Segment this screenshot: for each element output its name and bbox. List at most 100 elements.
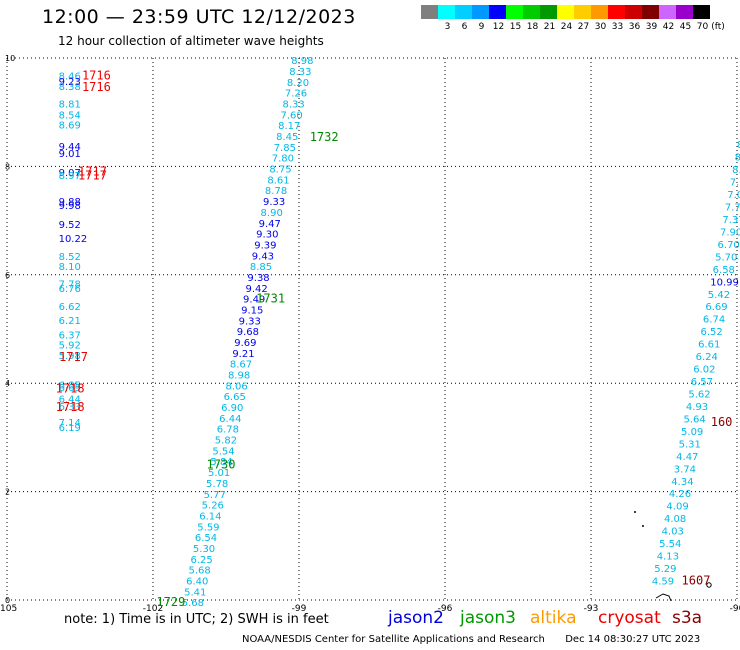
swh-value-label: 6.40 xyxy=(186,576,208,587)
swh-value-label: 7.14 xyxy=(59,418,81,429)
scale-label: 24 xyxy=(560,22,573,32)
swh-value-label: 6.57 xyxy=(691,377,713,388)
swh-value-label: 7.26 xyxy=(285,89,307,100)
scale-label: 36 xyxy=(628,22,641,32)
swh-value-label: 7.80 xyxy=(272,154,294,165)
time-label: 1731 xyxy=(256,292,285,306)
swh-value-label: 4.08 xyxy=(664,514,686,525)
time-label: 1718 xyxy=(56,382,85,396)
swh-value-label: 8.54 xyxy=(59,110,81,121)
swh-value-label: 6.85 xyxy=(59,380,81,391)
swh-value-label: 7.85 xyxy=(274,143,296,154)
swh-value-label: 6.24 xyxy=(696,352,718,363)
swh-value-label: 8.10 xyxy=(59,262,81,273)
swh-value-label: 5.70 xyxy=(715,252,737,263)
swh-value-label: 8.8 xyxy=(732,165,740,176)
swh-value-label: 6.44 xyxy=(219,414,241,425)
swh-value-label: 6.02 xyxy=(693,365,715,376)
swh-value-label: 9.44 xyxy=(59,142,81,153)
swh-value-label: 9.23 xyxy=(59,77,81,88)
swh-value-label: 8.61 xyxy=(267,175,289,186)
scale-label: 6 xyxy=(461,22,468,32)
time-label: 1607 xyxy=(682,573,711,587)
swh-value-label: 9.68 xyxy=(237,327,259,338)
swh-value-label: 8.85 xyxy=(250,262,272,273)
swh-value-label: 6.14 xyxy=(199,511,221,522)
swh-value-label: 5.77 xyxy=(204,490,226,501)
swh-value-label: 7.37 xyxy=(722,215,740,226)
swh-value-label: 8.20 xyxy=(287,78,309,89)
swh-value-label: 5.59 xyxy=(197,522,219,533)
scale-swatch xyxy=(693,5,710,19)
swh-value-label: 9.88 xyxy=(59,197,81,208)
island-mark xyxy=(634,511,636,513)
time-label: 1730 xyxy=(207,457,236,471)
swh-value-label: 5.78 xyxy=(206,479,228,490)
scale-swatch xyxy=(489,5,506,19)
swh-value-label: 6.76 xyxy=(59,284,81,295)
scale-label: 42 xyxy=(662,22,675,32)
time-label: 1732 xyxy=(310,130,339,144)
scale-swatch xyxy=(642,5,659,19)
swh-value-label: 6.65 xyxy=(59,383,81,394)
swh-value-label: 8.75 xyxy=(269,165,291,176)
scale-label: 18 xyxy=(526,22,539,32)
swh-value-label: 8.33 xyxy=(282,100,304,111)
swh-value-label: 8.67 xyxy=(230,360,252,371)
y-tick-label: 10 xyxy=(5,54,15,63)
swh-value-label: 6.65 xyxy=(224,392,246,403)
swh-value-label: 5.09 xyxy=(681,427,703,438)
swh-value-label: 7.2 xyxy=(730,178,740,189)
scale-swatch xyxy=(676,5,693,19)
page-title: 12:00 — 23:59 UTC 12/12/2023 xyxy=(42,6,356,28)
swh-value-label: 4.09 xyxy=(666,502,688,513)
swh-value-label: 5.01 xyxy=(208,468,230,479)
swh-value-label: 5.62 xyxy=(688,389,710,400)
swh-value-label: 6.54 xyxy=(195,533,217,544)
swh-value-label: 6.74 xyxy=(703,315,725,326)
swh-value-label: 5.82 xyxy=(215,436,237,447)
legend-item-jason3: jason3 xyxy=(460,608,516,628)
page-subtitle: 12 hour collection of altimeter wave hei… xyxy=(58,34,324,48)
swh-value-label: 6.70 xyxy=(718,240,740,251)
swh-value-label: 8. xyxy=(735,153,740,164)
swh-value-label: 5.92 xyxy=(59,341,81,352)
time-label: 1716 xyxy=(82,68,111,82)
swh-value-label: 9.01 xyxy=(59,149,81,160)
swh-value-label: 10.99 xyxy=(710,277,739,288)
units-note: note: 1) Time is in UTC; 2) SWH is in fe… xyxy=(64,612,329,627)
scale-unit: (ft) xyxy=(711,22,725,32)
swh-value-label: 6.21 xyxy=(59,316,81,327)
swh-value-label: 5.31 xyxy=(679,439,701,450)
time-label: 1717 xyxy=(78,169,107,183)
swh-value-label: 9.52 xyxy=(59,220,81,231)
legend-item-s3a: s3a xyxy=(672,608,703,628)
y-tick-label: 4 xyxy=(5,379,10,388)
y-tick-label: 2 xyxy=(5,488,10,497)
swh-value-label: 4.59 xyxy=(652,576,674,587)
time-label: 1718 xyxy=(56,400,85,414)
island-mark xyxy=(642,525,644,527)
x-tick-label: -96 xyxy=(438,604,453,614)
swh-value-label: 8.06 xyxy=(226,381,248,392)
swh-value-label: 9.15 xyxy=(241,305,263,316)
swh-value-label: 5.26 xyxy=(202,501,224,512)
swh-value-label: 7.90 xyxy=(720,227,740,238)
swh-value-label: 5.68 xyxy=(182,598,204,609)
scale-label: 39 xyxy=(645,22,658,32)
swh-value-label: 4.26 xyxy=(669,489,691,500)
x-tick-label: -99 xyxy=(292,604,307,614)
swh-value-label: 8.98 xyxy=(291,56,313,67)
swh-value-label: 9.42 xyxy=(245,284,267,295)
legend-item-altika: altika xyxy=(530,608,577,628)
swh-value-label: 9.33 xyxy=(263,197,285,208)
scale-swatch xyxy=(523,5,540,19)
scale-label: 27 xyxy=(577,22,590,32)
swh-value-label: 6.58 xyxy=(713,265,735,276)
credit-text: NOAA/NESDIS Center for Satellite Applica… xyxy=(242,634,545,645)
swh-value-label: 8.38 xyxy=(59,82,81,93)
scale-swatch xyxy=(557,5,574,19)
swh-value-label: 8.52 xyxy=(59,252,81,263)
swh-value-label: 6.33 xyxy=(59,402,81,413)
